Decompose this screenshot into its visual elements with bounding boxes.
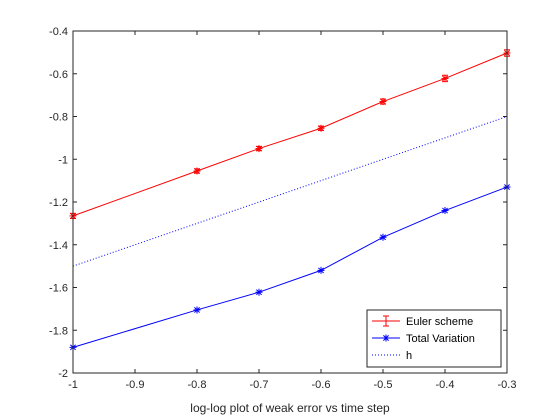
x-tick-label: -0.8: [188, 379, 207, 391]
series-0: [69, 49, 511, 220]
data-layer: [69, 49, 511, 351]
data-point: [255, 288, 263, 296]
y-tick-label: -2: [58, 368, 68, 380]
x-axis-label: log-log plot of weak error vs time step: [190, 401, 390, 415]
data-point: [379, 233, 387, 241]
legend-label: Total Variation: [406, 333, 475, 345]
x-tick-label: -0.7: [250, 379, 269, 391]
series-1: [69, 183, 511, 351]
legend-item: Total Variation: [372, 333, 475, 345]
data-point-marker: [441, 74, 449, 82]
legend-marker: [382, 334, 390, 342]
asterisk-stroke: [318, 125, 324, 132]
data-point: [193, 306, 201, 314]
asterisk-stroke: [383, 335, 389, 341]
asterisk-stroke: [318, 267, 324, 274]
asterisk-stroke: [380, 234, 386, 241]
legend-item: h: [372, 350, 412, 362]
axes: -1 -0.9 -0.8 -0.7 -0.6 -0.5 -0.4 -0.3 -2 -1.8 -1.6…: [49, 26, 516, 391]
data-point-marker: [193, 167, 201, 175]
asterisk-stroke: [442, 207, 448, 214]
x-tick-label: -1: [68, 379, 78, 391]
y-tick-label: -1: [58, 154, 68, 166]
asterisk-stroke: [194, 306, 200, 313]
x-tick-label: -0.3: [498, 379, 517, 391]
x-tick-label: -0.9: [126, 379, 145, 391]
asterisk-stroke: [256, 289, 262, 296]
y-tick-label: -0.4: [49, 26, 68, 38]
y-tick-label: -1.2: [49, 197, 68, 209]
asterisk-stroke: [442, 75, 448, 82]
y-tick-label: -1.6: [49, 283, 68, 295]
asterisk-stroke: [380, 98, 386, 105]
data-point: [317, 266, 325, 274]
legend: Euler scheme Total Variation h: [366, 309, 502, 368]
x-tick-label: -0.6: [312, 379, 331, 391]
legend-label: Euler scheme: [406, 316, 473, 328]
data-point-marker: [255, 145, 263, 153]
asterisk-stroke: [194, 168, 200, 174]
data-point-marker: [317, 124, 325, 132]
legend-label: h: [406, 350, 412, 362]
asterisk-stroke: [256, 145, 262, 152]
y-tick-label: -0.6: [49, 69, 68, 81]
data-point-marker: [379, 98, 387, 106]
y-tick-label: -0.8: [49, 112, 68, 124]
y-tick-label: -1.4: [49, 240, 68, 252]
x-tick-label: -0.4: [436, 379, 455, 391]
legend-item: Euler scheme: [372, 315, 473, 328]
y-tick-label: -1.8: [49, 325, 68, 337]
x-tick-label: -0.5: [374, 379, 393, 391]
data-point: [441, 207, 449, 215]
